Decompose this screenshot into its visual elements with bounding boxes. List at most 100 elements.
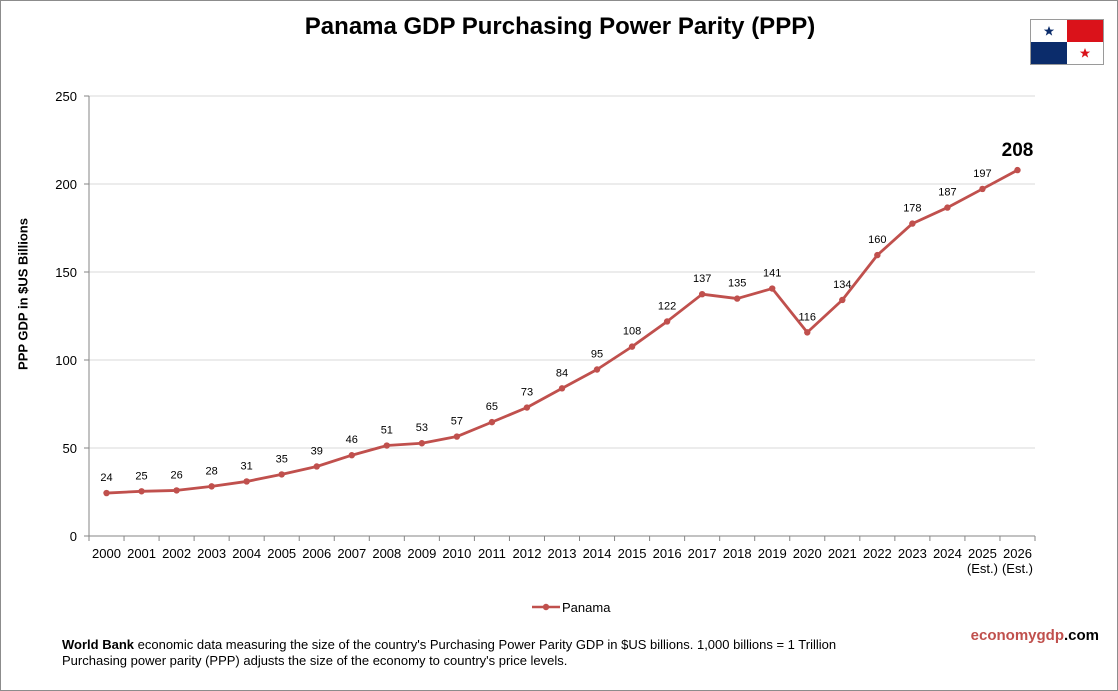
x-tick-label: 2018 <box>723 546 752 561</box>
data-point <box>418 440 426 447</box>
data-label: 197 <box>973 168 991 180</box>
data-label: 187 <box>938 187 956 199</box>
data-label: 57 <box>451 416 463 428</box>
data-label: 65 <box>486 401 498 413</box>
x-tick-label: 2005 <box>267 546 296 561</box>
data-label: 28 <box>206 465 218 477</box>
data-point <box>839 296 846 304</box>
footer-source: World Bank <box>62 637 134 652</box>
legend: Panama <box>532 598 610 616</box>
data-point <box>1014 166 1021 174</box>
footer-line-1: economic data measuring the size of the … <box>137 637 837 652</box>
data-point <box>979 185 986 193</box>
data-label: 137 <box>693 273 711 285</box>
data-label: 25 <box>135 470 147 482</box>
x-tick-label: 2010 <box>442 546 471 561</box>
x-tick-label: 2008 <box>372 546 401 561</box>
data-point <box>208 483 215 490</box>
y-tick-label: 100 <box>55 353 77 368</box>
flag-red-star <box>1079 48 1091 58</box>
chart-title: Panama GDP Purchasing Power Parity (PPP) <box>304 13 816 40</box>
data-point <box>103 489 110 497</box>
x-tick-label: 2024 <box>933 546 962 561</box>
data-point <box>558 385 566 392</box>
x-tick-label: 2001 <box>127 546 156 561</box>
data-point <box>593 366 601 373</box>
data-point <box>173 487 180 494</box>
data-point <box>453 433 461 440</box>
brand-name: economygdp <box>970 627 1064 644</box>
data-label: 51 <box>381 425 393 437</box>
data-label: 141 <box>763 268 781 280</box>
data-label: 160 <box>868 234 886 246</box>
data-label: 53 <box>416 422 428 434</box>
legend-swatch-icon <box>532 603 560 611</box>
x-tick-label: 2002 <box>162 546 191 561</box>
data-label: 31 <box>241 460 253 472</box>
x-tick-label: 2025 <box>968 546 997 561</box>
x-tick-label: 2016 <box>653 546 682 561</box>
x-tick-label: 2017 <box>688 546 717 561</box>
y-tick-labels: 0 50 100 150 200 250 <box>55 89 77 544</box>
x-tick-labels: 2000 2001 2002 2003 2004 2005 2006 2007 2008 2009… <box>92 546 1033 576</box>
flag-blue-star <box>1043 26 1055 36</box>
data-point <box>733 295 741 302</box>
data-label: 26 <box>170 469 182 481</box>
data-label: 73 <box>521 387 533 399</box>
data-point <box>874 251 881 259</box>
data-label: 134 <box>833 279 851 291</box>
y-tick-label: 200 <box>55 177 77 192</box>
brand-logo[interactable]: economygdp.com <box>971 627 1099 644</box>
data-label: 208 <box>1002 140 1034 161</box>
data-labels: 24 25 26 28 31 35 39 46 51 53 57 65 73 84 95 108 122 137 1… <box>100 140 1033 484</box>
x-tick-label: 2004 <box>232 546 261 561</box>
data-label: 116 <box>798 311 816 323</box>
data-point <box>243 478 250 485</box>
data-label: 39 <box>311 445 323 457</box>
x-tick-label: 2023 <box>898 546 927 561</box>
x-tick-label: 2026 <box>1003 546 1032 561</box>
x-tick-label: 2015 <box>618 546 647 561</box>
x-tick-label: 2007 <box>337 546 366 561</box>
data-point <box>488 418 496 426</box>
x-tick-label: 2020 <box>793 546 822 561</box>
data-point <box>944 204 951 211</box>
data-label: 135 <box>728 278 746 290</box>
grid-lines <box>89 95 1035 449</box>
series-line-panama <box>106 168 1019 495</box>
x-tick-label: 2006 <box>302 546 331 561</box>
footer-note: World Bank economic data measuring the s… <box>62 637 836 669</box>
data-point <box>523 404 531 411</box>
data-label: 108 <box>623 326 641 338</box>
x-tick-label: 2011 <box>478 546 506 561</box>
data-label: 178 <box>903 203 921 215</box>
data-label: 95 <box>591 349 603 361</box>
y-tick-label: 50 <box>63 441 77 456</box>
series-panama <box>103 166 1021 497</box>
x-tick-label: 2003 <box>197 546 226 561</box>
data-label: 46 <box>346 434 358 446</box>
data-point <box>769 285 776 292</box>
x-tick-label: (Est.) <box>1002 561 1033 576</box>
data-point <box>313 463 320 470</box>
y-tick-label: 0 <box>70 529 77 544</box>
x-tick-label: 2000 <box>92 546 121 561</box>
x-tick-label: 2014 <box>583 546 612 561</box>
x-tick-label: 2013 <box>548 546 577 561</box>
x-tick-label: 2012 <box>513 546 542 561</box>
flag-red-quarter <box>1067 20 1103 42</box>
data-point <box>278 471 285 478</box>
panama-flag-icon <box>1030 19 1104 65</box>
data-point <box>804 329 811 336</box>
data-label: 122 <box>658 300 676 312</box>
x-tick-label: 2009 <box>407 546 436 561</box>
x-tick-label: (Est.) <box>967 561 998 576</box>
axes <box>84 95 1036 541</box>
y-tick-label: 250 <box>55 89 77 104</box>
footer-line-2: Purchasing power parity (PPP) adjusts th… <box>62 653 568 668</box>
data-point <box>348 452 355 459</box>
data-point <box>698 290 706 298</box>
data-point <box>663 318 671 325</box>
